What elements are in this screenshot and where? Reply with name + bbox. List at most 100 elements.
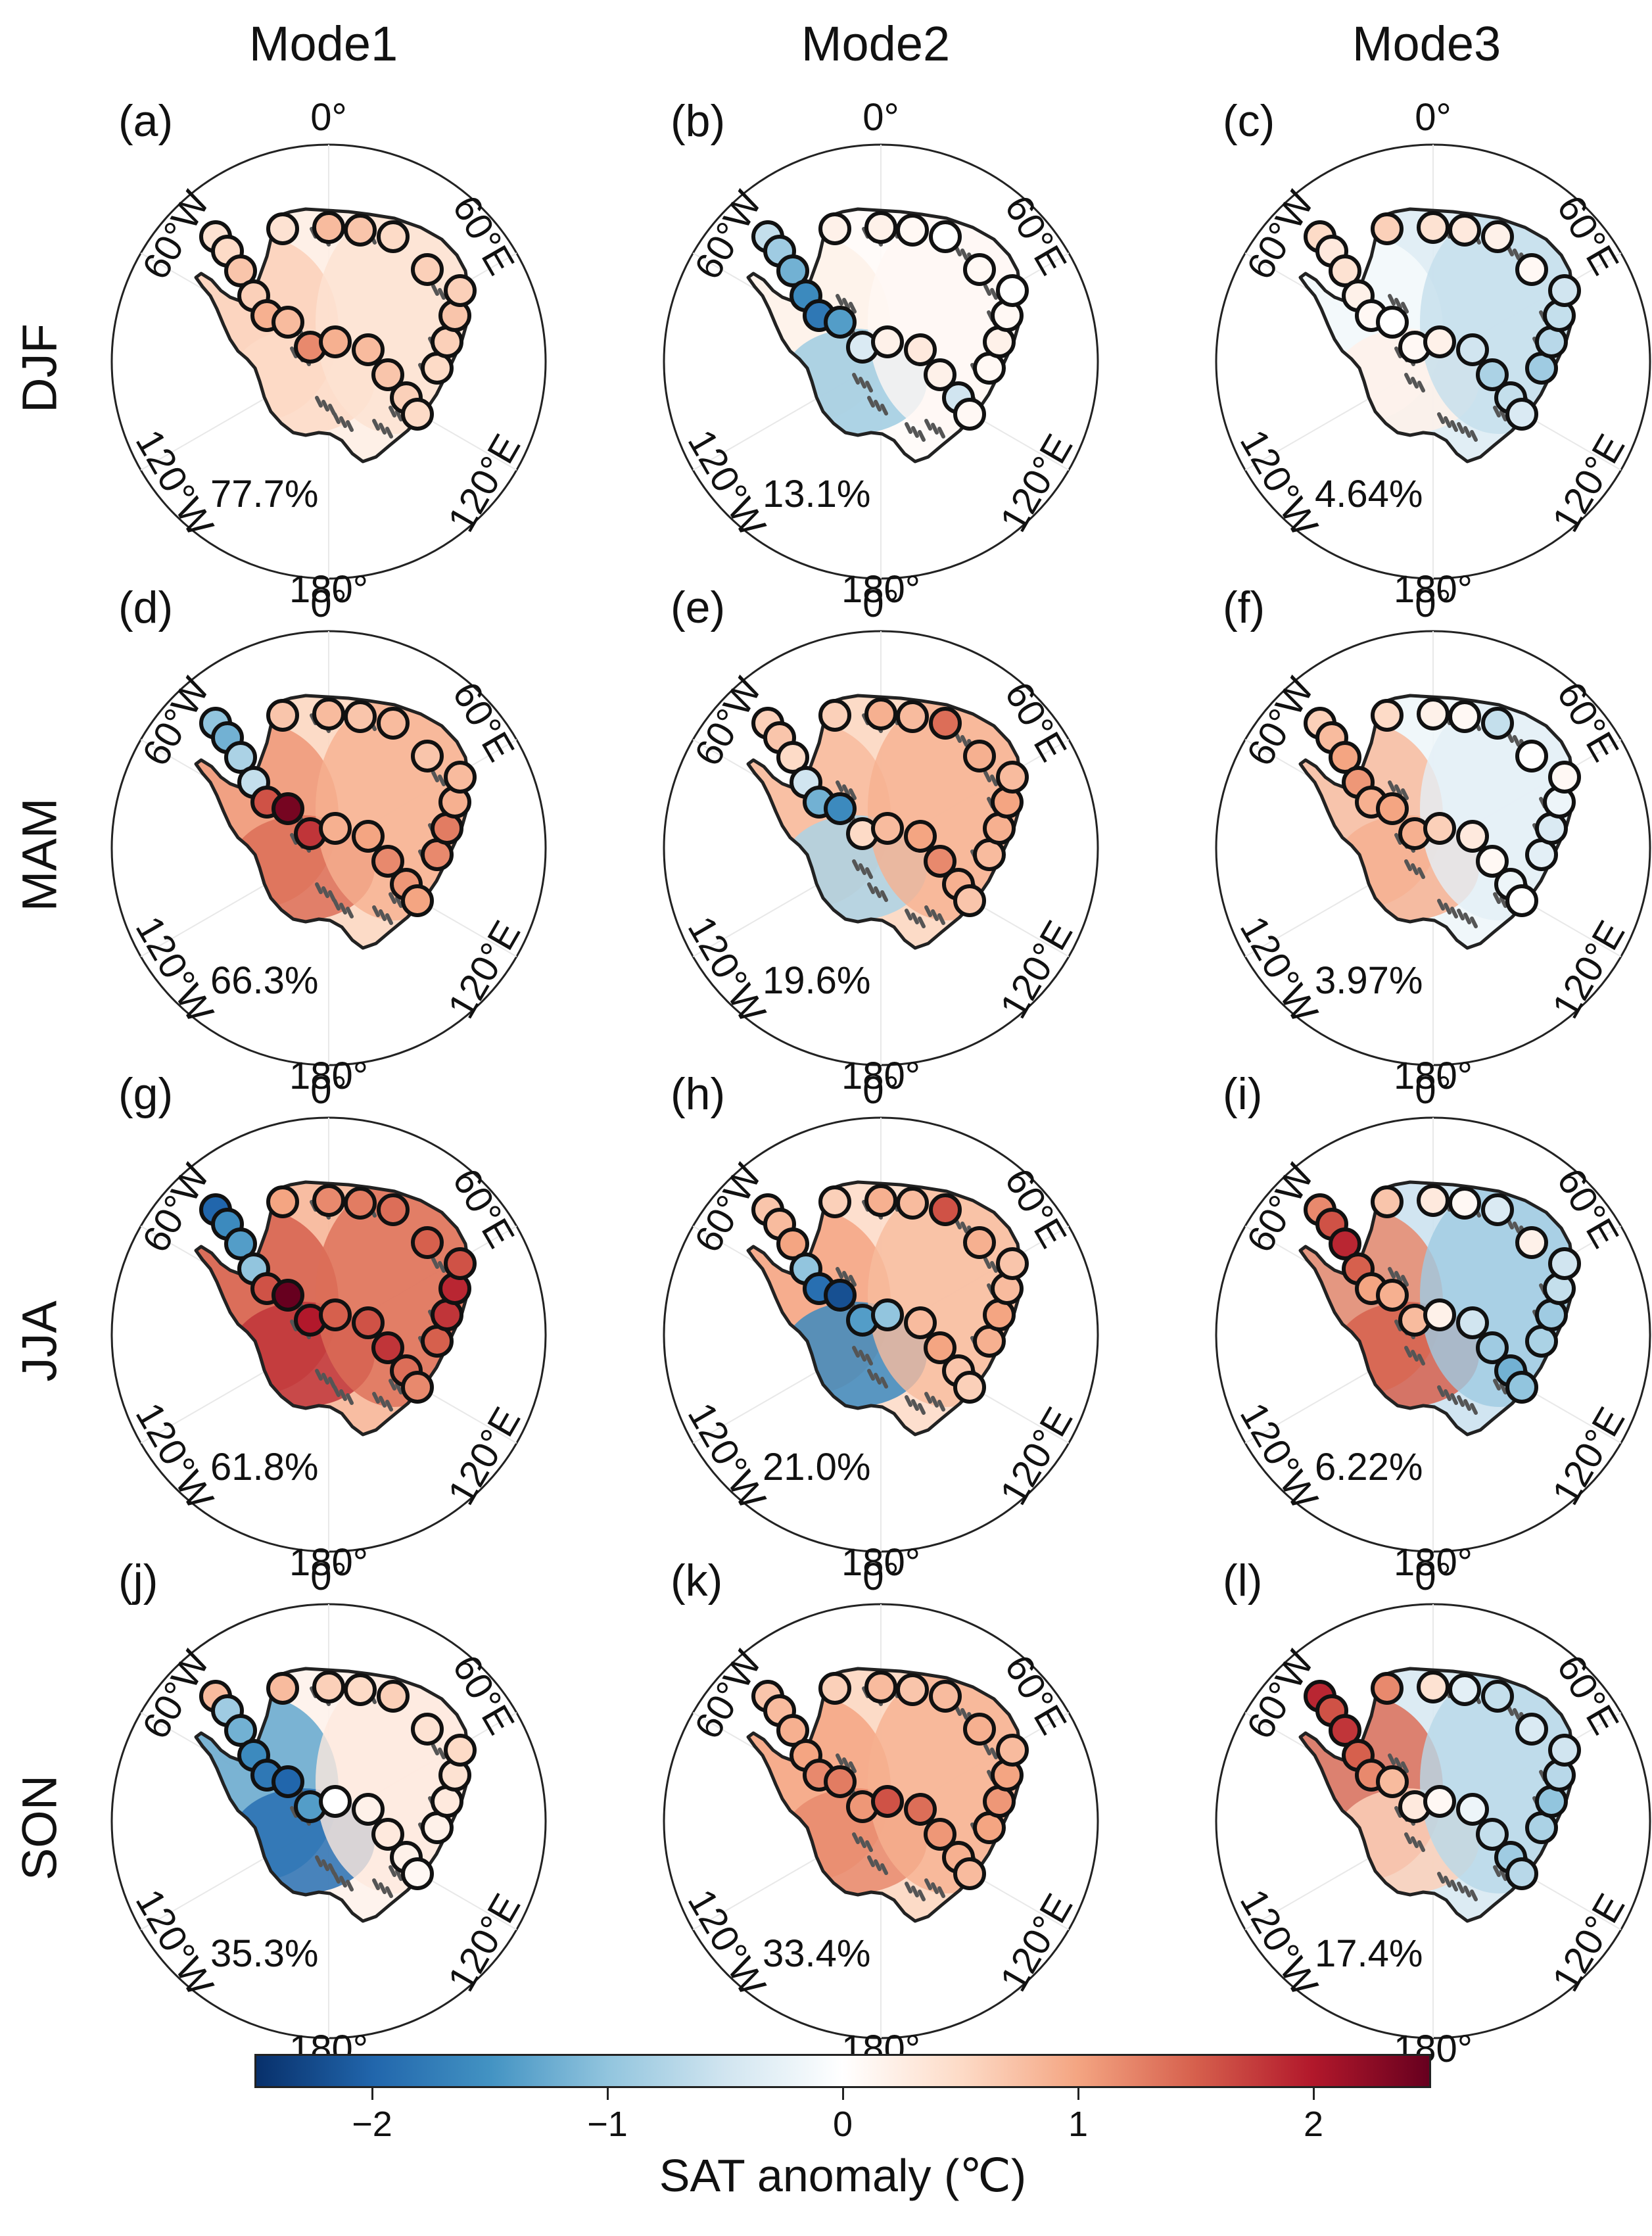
station-marker	[824, 792, 857, 825]
station-marker	[312, 698, 345, 730]
lon-label-bottom: 180°	[289, 1541, 368, 1584]
variance-explained: 3.97%	[1315, 959, 1423, 1002]
panel-label: (d)	[118, 583, 174, 632]
station-marker	[371, 1818, 404, 1851]
antarctica-coastline	[194, 1180, 470, 1437]
station-marker	[924, 1331, 956, 1364]
lon-label-top: 0°	[310, 1069, 347, 1112]
panel-label: (c)	[1223, 96, 1275, 146]
station-marker	[344, 1187, 377, 1220]
row-title-son: SON	[12, 1774, 67, 1881]
lon-label-bottom: 180°	[1394, 1055, 1473, 1097]
polar-map	[663, 1603, 1099, 2039]
station-marker	[1376, 306, 1409, 339]
polar-map	[110, 1116, 547, 1553]
station-marker	[1417, 211, 1450, 244]
panel-label: (f)	[1223, 583, 1265, 632]
station-marker	[271, 1279, 304, 1312]
colorbar-tick	[371, 2088, 373, 2100]
lon-label-top: 0°	[1415, 1556, 1451, 1598]
lon-label-top: 0°	[1415, 1069, 1451, 1112]
station-marker	[924, 1818, 956, 1851]
station-marker	[344, 1673, 377, 1706]
station-marker	[1456, 820, 1489, 853]
station-marker	[371, 845, 404, 878]
panel-label: (i)	[1223, 1069, 1263, 1119]
station-marker	[963, 1226, 996, 1259]
station-marker	[1329, 1227, 1361, 1260]
variance-explained: 35.3%	[210, 1932, 319, 1975]
station-marker	[312, 211, 345, 244]
station-marker	[1376, 1765, 1409, 1798]
station-marker	[824, 306, 857, 339]
station-marker	[818, 1185, 851, 1218]
station-marker	[1329, 254, 1361, 287]
station-marker	[266, 1185, 299, 1218]
station-marker	[871, 325, 904, 358]
station-marker	[444, 1734, 477, 1767]
station-marker	[1448, 700, 1481, 733]
station-marker	[929, 1680, 962, 1713]
station-marker	[1515, 1226, 1548, 1259]
antarctica-coastline	[746, 1180, 1022, 1437]
station-marker	[371, 1331, 404, 1364]
row-title-jja: JJA	[12, 1300, 67, 1382]
station-marker	[1476, 845, 1509, 878]
station-marker	[319, 1298, 352, 1331]
station-marker	[1515, 253, 1548, 286]
station-marker	[312, 1671, 345, 1703]
station-marker	[818, 699, 851, 732]
station-marker	[818, 1672, 851, 1705]
lon-label-bottom: 180°	[841, 1541, 920, 1584]
station-marker	[344, 700, 377, 733]
station-marker	[953, 1857, 986, 1890]
lon-label-bottom: 180°	[289, 568, 368, 611]
station-marker	[996, 274, 1029, 307]
station-marker	[1476, 1331, 1509, 1364]
antarctica-coastline	[194, 694, 470, 950]
lon-label-bottom: 180°	[289, 1055, 368, 1097]
polar-map	[663, 630, 1099, 1066]
station-marker	[1505, 398, 1538, 431]
polar-map	[663, 143, 1099, 580]
station-marker	[871, 812, 904, 845]
antarctica-coastline	[1298, 694, 1574, 950]
station-marker	[1371, 212, 1404, 245]
lon-label-top: 0°	[310, 96, 347, 139]
station-marker	[312, 1184, 345, 1217]
station-marker	[444, 274, 477, 307]
variance-explained: 33.4%	[763, 1932, 871, 1975]
panel-label: (j)	[118, 1556, 158, 1606]
station-marker	[1423, 1298, 1456, 1331]
variance-explained: 17.4%	[1315, 1932, 1423, 1975]
station-marker	[996, 1247, 1029, 1280]
antarctica-coastline	[746, 1667, 1022, 1923]
polar-map	[1215, 630, 1651, 1066]
station-marker	[1548, 761, 1581, 794]
station-marker	[776, 1714, 809, 1747]
station-marker	[1376, 1279, 1409, 1312]
station-marker	[1515, 1713, 1548, 1746]
map-panel-j: (j) 0° 60°W 60°E 120°W 120°E 180° 35.3%	[110, 1556, 664, 2078]
station-marker	[1481, 1680, 1514, 1713]
station-marker	[1417, 1671, 1450, 1703]
station-marker	[1376, 792, 1409, 825]
station-marker	[904, 1793, 937, 1826]
station-marker	[996, 761, 1029, 794]
station-marker	[266, 1672, 299, 1705]
station-marker	[1448, 1187, 1481, 1220]
panel-label: (l)	[1223, 1556, 1263, 1606]
station-marker	[896, 1673, 929, 1706]
antarctica-coastline	[194, 1667, 470, 1923]
station-marker	[929, 1193, 962, 1226]
station-marker	[896, 214, 929, 247]
station-marker	[953, 398, 986, 431]
station-marker	[1371, 1672, 1404, 1705]
lon-label-top: 0°	[862, 1069, 899, 1112]
station-marker	[1456, 1306, 1489, 1339]
panel-label: (b)	[671, 96, 726, 146]
station-marker	[224, 1714, 257, 1747]
station-marker	[401, 1371, 434, 1404]
station-marker	[1505, 1857, 1538, 1890]
station-marker	[904, 820, 937, 853]
